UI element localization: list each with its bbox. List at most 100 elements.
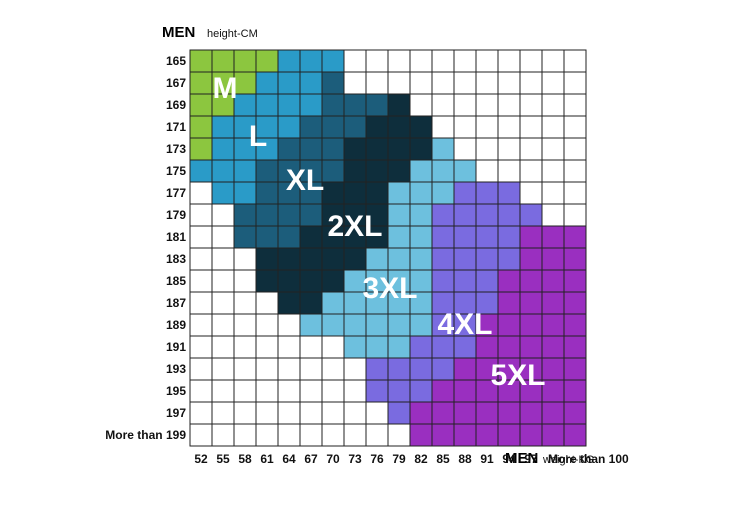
grid-cell [277,423,301,447]
grid-cell [453,247,477,271]
grid-cell [365,159,389,183]
grid-cell [563,225,587,249]
grid-cell [233,225,257,249]
grid-cell [343,401,367,425]
grid-cell [387,71,411,95]
grid-cell [541,159,565,183]
row-label: 179 [166,208,186,222]
grid-cell [431,181,455,205]
grid-cell [211,423,235,447]
grid-cell [255,49,279,73]
grid-cell [321,379,345,403]
grid-cell [453,49,477,73]
grid-cell [409,247,433,271]
grid-cell [211,137,235,161]
grid-cell [431,71,455,95]
grid-cell [211,247,235,271]
grid-cell [453,115,477,139]
row-label: 195 [166,384,186,398]
grid-cell [233,401,257,425]
grid-cell [409,225,433,249]
grid-cell [189,247,213,271]
grid-cell [387,357,411,381]
grid-cell [365,357,389,381]
grid-cell [233,423,257,447]
grid-cell [299,137,323,161]
grid-cell [255,335,279,359]
grid-cell [299,93,323,117]
grid-cell [365,49,389,73]
grid-cell [365,313,389,337]
grid-cell [431,423,455,447]
grid-cell [189,335,213,359]
grid-cell [233,181,257,205]
grid-cell [233,203,257,227]
header-subtitle: height-CM [207,28,258,40]
grid-cell [233,291,257,315]
size-label: M [213,72,238,105]
grid-cell [343,423,367,447]
grid-cell [387,49,411,73]
grid-cell [519,313,543,337]
grid-cell [255,93,279,117]
grid-cell [321,335,345,359]
grid-cell [541,247,565,271]
grid-cell [343,71,367,95]
grid-cell [475,137,499,161]
column-label: 94 [502,452,516,466]
row-label: 197 [166,406,186,420]
grid-cell [321,357,345,381]
grid-cell [255,203,279,227]
grid-cell [211,357,235,381]
grid-cell [255,401,279,425]
row-label: 167 [166,76,186,90]
grid-cell [233,313,257,337]
grid-cell [387,247,411,271]
grid-cell [453,379,477,403]
grid-cell [321,401,345,425]
grid-cell [365,335,389,359]
grid-cell [431,49,455,73]
column-label: 52 [194,452,208,466]
grid-cell [453,357,477,381]
grid-cell [343,137,367,161]
grid-cell [453,137,477,161]
grid-cell [299,71,323,95]
column-label: 76 [370,452,384,466]
grid-cell [453,159,477,183]
grid-cell [497,181,521,205]
grid-cell [475,401,499,425]
grid-cell [497,423,521,447]
grid-cell [211,203,235,227]
grid-cell [387,115,411,139]
column-label: 70 [326,452,340,466]
grid-cell [321,313,345,337]
grid-cell [453,71,477,95]
grid-cell [211,291,235,315]
grid-cell [277,49,301,73]
grid-cell [387,137,411,161]
size-label: 5XL [490,359,545,392]
grid-cell [431,137,455,161]
row-label: 175 [166,164,186,178]
row-label: 187 [166,296,186,310]
grid-cell [255,423,279,447]
grid-cell [541,71,565,95]
grid-cell [189,49,213,73]
grid-cell [321,269,345,293]
grid-cell [365,247,389,271]
grid-cell [497,313,521,337]
column-label: 67 [304,452,318,466]
grid-cell [255,379,279,403]
column-label: 58 [238,452,252,466]
grid-cell [299,335,323,359]
grid-cell [255,225,279,249]
row-label: More than 199 [105,428,186,442]
grid-cell [563,379,587,403]
grid-cell [541,401,565,425]
row-label: 177 [166,186,186,200]
grid-cell [211,115,235,139]
column-label: 85 [436,452,450,466]
grid-cell [519,71,543,95]
grid-cell [321,93,345,117]
